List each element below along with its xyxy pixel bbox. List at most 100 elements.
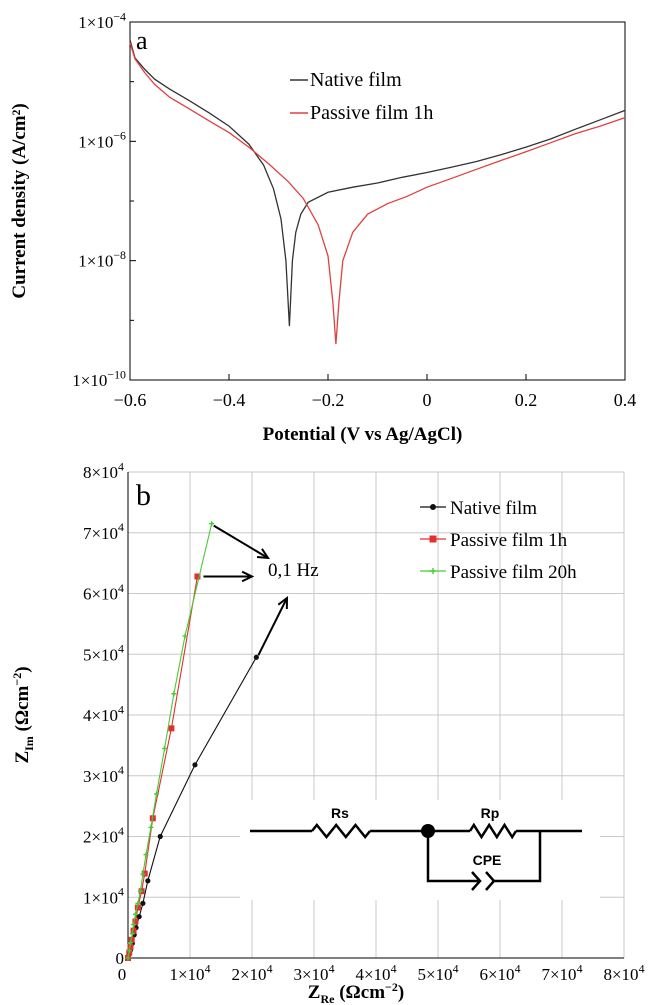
frequency-arrow: [213, 524, 270, 560]
panel-b-data-point: [132, 911, 138, 917]
panel-b-x-ticks: 0 1×104 2×104 3×104 4×104 5×104 6×104 7×104 8×10…: [118, 961, 645, 984]
panel-b-series-native-film: [125, 654, 259, 961]
panel-b-legend: Native film Passive film 1h Passive film 2…: [420, 498, 577, 583]
panel-b-y-tick-label: 0: [116, 949, 125, 968]
frequency-arrow: [203, 570, 255, 583]
panel-b-legend-marker: [430, 504, 436, 510]
panel-b-data-point: [130, 927, 137, 934]
panel-b-data-point: [132, 918, 139, 925]
panel-b-x-tick-label: 1×104: [169, 961, 210, 984]
panel-b-legend-marker: [429, 535, 437, 543]
panel-b-y-tick-label: 2×104: [83, 824, 124, 847]
panel-b-y-tick-label: 1×104: [83, 885, 124, 908]
panel-a-y-tick-label: 1×10−6: [78, 129, 126, 152]
panel-b-legend-label: Passive film 20h: [450, 562, 577, 583]
panel-b-data-point: [136, 914, 142, 920]
panel-a-x-axis-label: Potential (V vs Ag/AgCl): [263, 424, 463, 445]
panel-b-data-point: [209, 521, 215, 527]
panel-a-legend-label: Passive film 1h: [310, 102, 433, 124]
panel-b-data-point: [129, 931, 135, 937]
panel-b-data-point: [137, 888, 143, 894]
panel-b-x-tick-label: 6×104: [479, 961, 520, 984]
panel-b-data-point: [125, 955, 131, 961]
panel-a-y-ticks: 1×10−4 1×10−6 1×10−8 1×10−10: [72, 9, 136, 390]
panel-b-x-tick-label: 3×104: [293, 961, 334, 984]
panel-b-data-point: [162, 745, 168, 751]
circuit-label-cpe: CPE: [473, 852, 502, 868]
panel-b-x-tick-label: 8×104: [603, 961, 644, 984]
equivalent-circuit: Rs Rp CPE: [240, 800, 600, 900]
panel-b-x-tick-label: 0: [118, 965, 127, 984]
frequency-arrow: [257, 595, 289, 656]
panel-a-label: a: [136, 26, 148, 55]
panel-b-series-line: [127, 523, 213, 959]
panel-b-y-tick-label: 8×104: [83, 459, 124, 482]
panel-b-data-point: [171, 691, 177, 697]
panel-b-y-tick-label: 7×104: [83, 520, 124, 543]
panel-b-data-point: [126, 948, 132, 954]
panel-b-legend-label: Passive film 1h: [450, 530, 568, 551]
panel-b-series-line: [127, 657, 257, 959]
panel-b-data-point: [128, 936, 135, 943]
resistor-rs-symbol: [311, 823, 371, 839]
panel-a-x-tick-label: −0.2: [312, 390, 345, 410]
panel-a-x-tick-label: −0.4: [213, 390, 246, 410]
panel-a-x-tick-label: 0.2: [515, 390, 538, 410]
panel-a-y-tick-label: 1×10−4: [78, 9, 126, 32]
panel-b-x-tick-label: 7×104: [541, 961, 582, 984]
panel-b-series: [125, 521, 259, 961]
panel-b-data-point: [140, 871, 146, 877]
panel-b-data-point: [182, 633, 188, 639]
panel-b-legend-marker: [430, 568, 436, 574]
panel-b-y-tick-label: 3×104: [83, 763, 124, 786]
panel-b-data-point: [157, 833, 163, 840]
panel-b-data-point: [127, 944, 134, 951]
panel-b-data-point: [127, 940, 133, 946]
circuit-parallel-branch: [426, 831, 542, 883]
panel-b-data-point: [135, 900, 141, 906]
panel-b-x-axis-label: ZRe (Ωcm−2): [308, 980, 404, 1005]
panel-b-x-tick-label: 2×104: [231, 961, 272, 984]
frequency-annotation: 0,1 Hz: [268, 560, 319, 581]
panel-b-frequency-arrows: [203, 524, 289, 656]
panel-b-data-point: [145, 878, 151, 884]
circuit-label-rp: Rp: [481, 805, 500, 821]
panel-a-series-line-passive-film-1h: [129, 42, 626, 345]
panel-a-y-axis-label: Current density (A/cm²): [9, 103, 30, 298]
panel-b-x-tick-label: 4×104: [355, 961, 396, 984]
circuit-label-rs: Rs: [331, 805, 349, 821]
panel-b-series-passive-film-20h: [125, 521, 215, 961]
circuit-background: [240, 800, 600, 900]
panel-b-y-tick-label: 6×104: [83, 581, 124, 604]
panel-b-data-point: [168, 725, 175, 732]
cpe-symbol: [471, 871, 496, 891]
panel-b-data-point: [140, 900, 146, 906]
panel-b-y-tick-label: 5×104: [83, 642, 124, 665]
panel-b-y-axis-label: ZIm (Ωcm−2): [10, 666, 36, 763]
panel-b-y-tick-label: 4×104: [83, 702, 124, 725]
resistor-rp-symbol: [468, 822, 518, 840]
panel-b-nyquist-plot: 0 1×104 2×104 3×104 4×104 5×104 6×104 7×104 8×10…: [10, 459, 645, 1005]
panel-b-x-tick-label: 5×104: [417, 961, 458, 984]
panel-a-x-tick-label: 0: [423, 390, 432, 410]
panel-b-label: b: [136, 479, 151, 512]
panel-b-data-point: [134, 904, 141, 911]
panel-b-data-point: [148, 824, 154, 830]
panel-a-tafel-plot: a 1×10−4 1×10−6 1×10−8 1×10−10 −0.6 −0.4 −0.2…: [9, 9, 636, 445]
panel-b-data-point: [192, 762, 198, 768]
panel-a-y-tick-label: 1×10−10: [72, 367, 126, 390]
panel-b-data-point: [143, 852, 149, 858]
panel-a-series: [129, 39, 626, 345]
panel-a-legend-label: Native film: [310, 69, 402, 91]
panel-b-data-point: [154, 791, 160, 797]
panel-b-data-point: [253, 654, 259, 660]
panel-b-data-point: [194, 573, 201, 580]
panel-a-y-tick-label: 1×10−8: [78, 248, 126, 271]
panel-a-series-line-native-film: [129, 39, 626, 327]
panel-a-x-tick-label: −0.6: [114, 390, 147, 410]
panel-b-y-ticks: 0 1×104 2×104 3×104 4×104 5×104 6×104 7×104 8×10…: [83, 459, 124, 968]
panel-a-legend: Native film Passive film 1h: [290, 69, 433, 124]
panel-b-legend-label: Native film: [450, 498, 537, 519]
panel-a-x-tick-label: 0.4: [614, 390, 637, 410]
